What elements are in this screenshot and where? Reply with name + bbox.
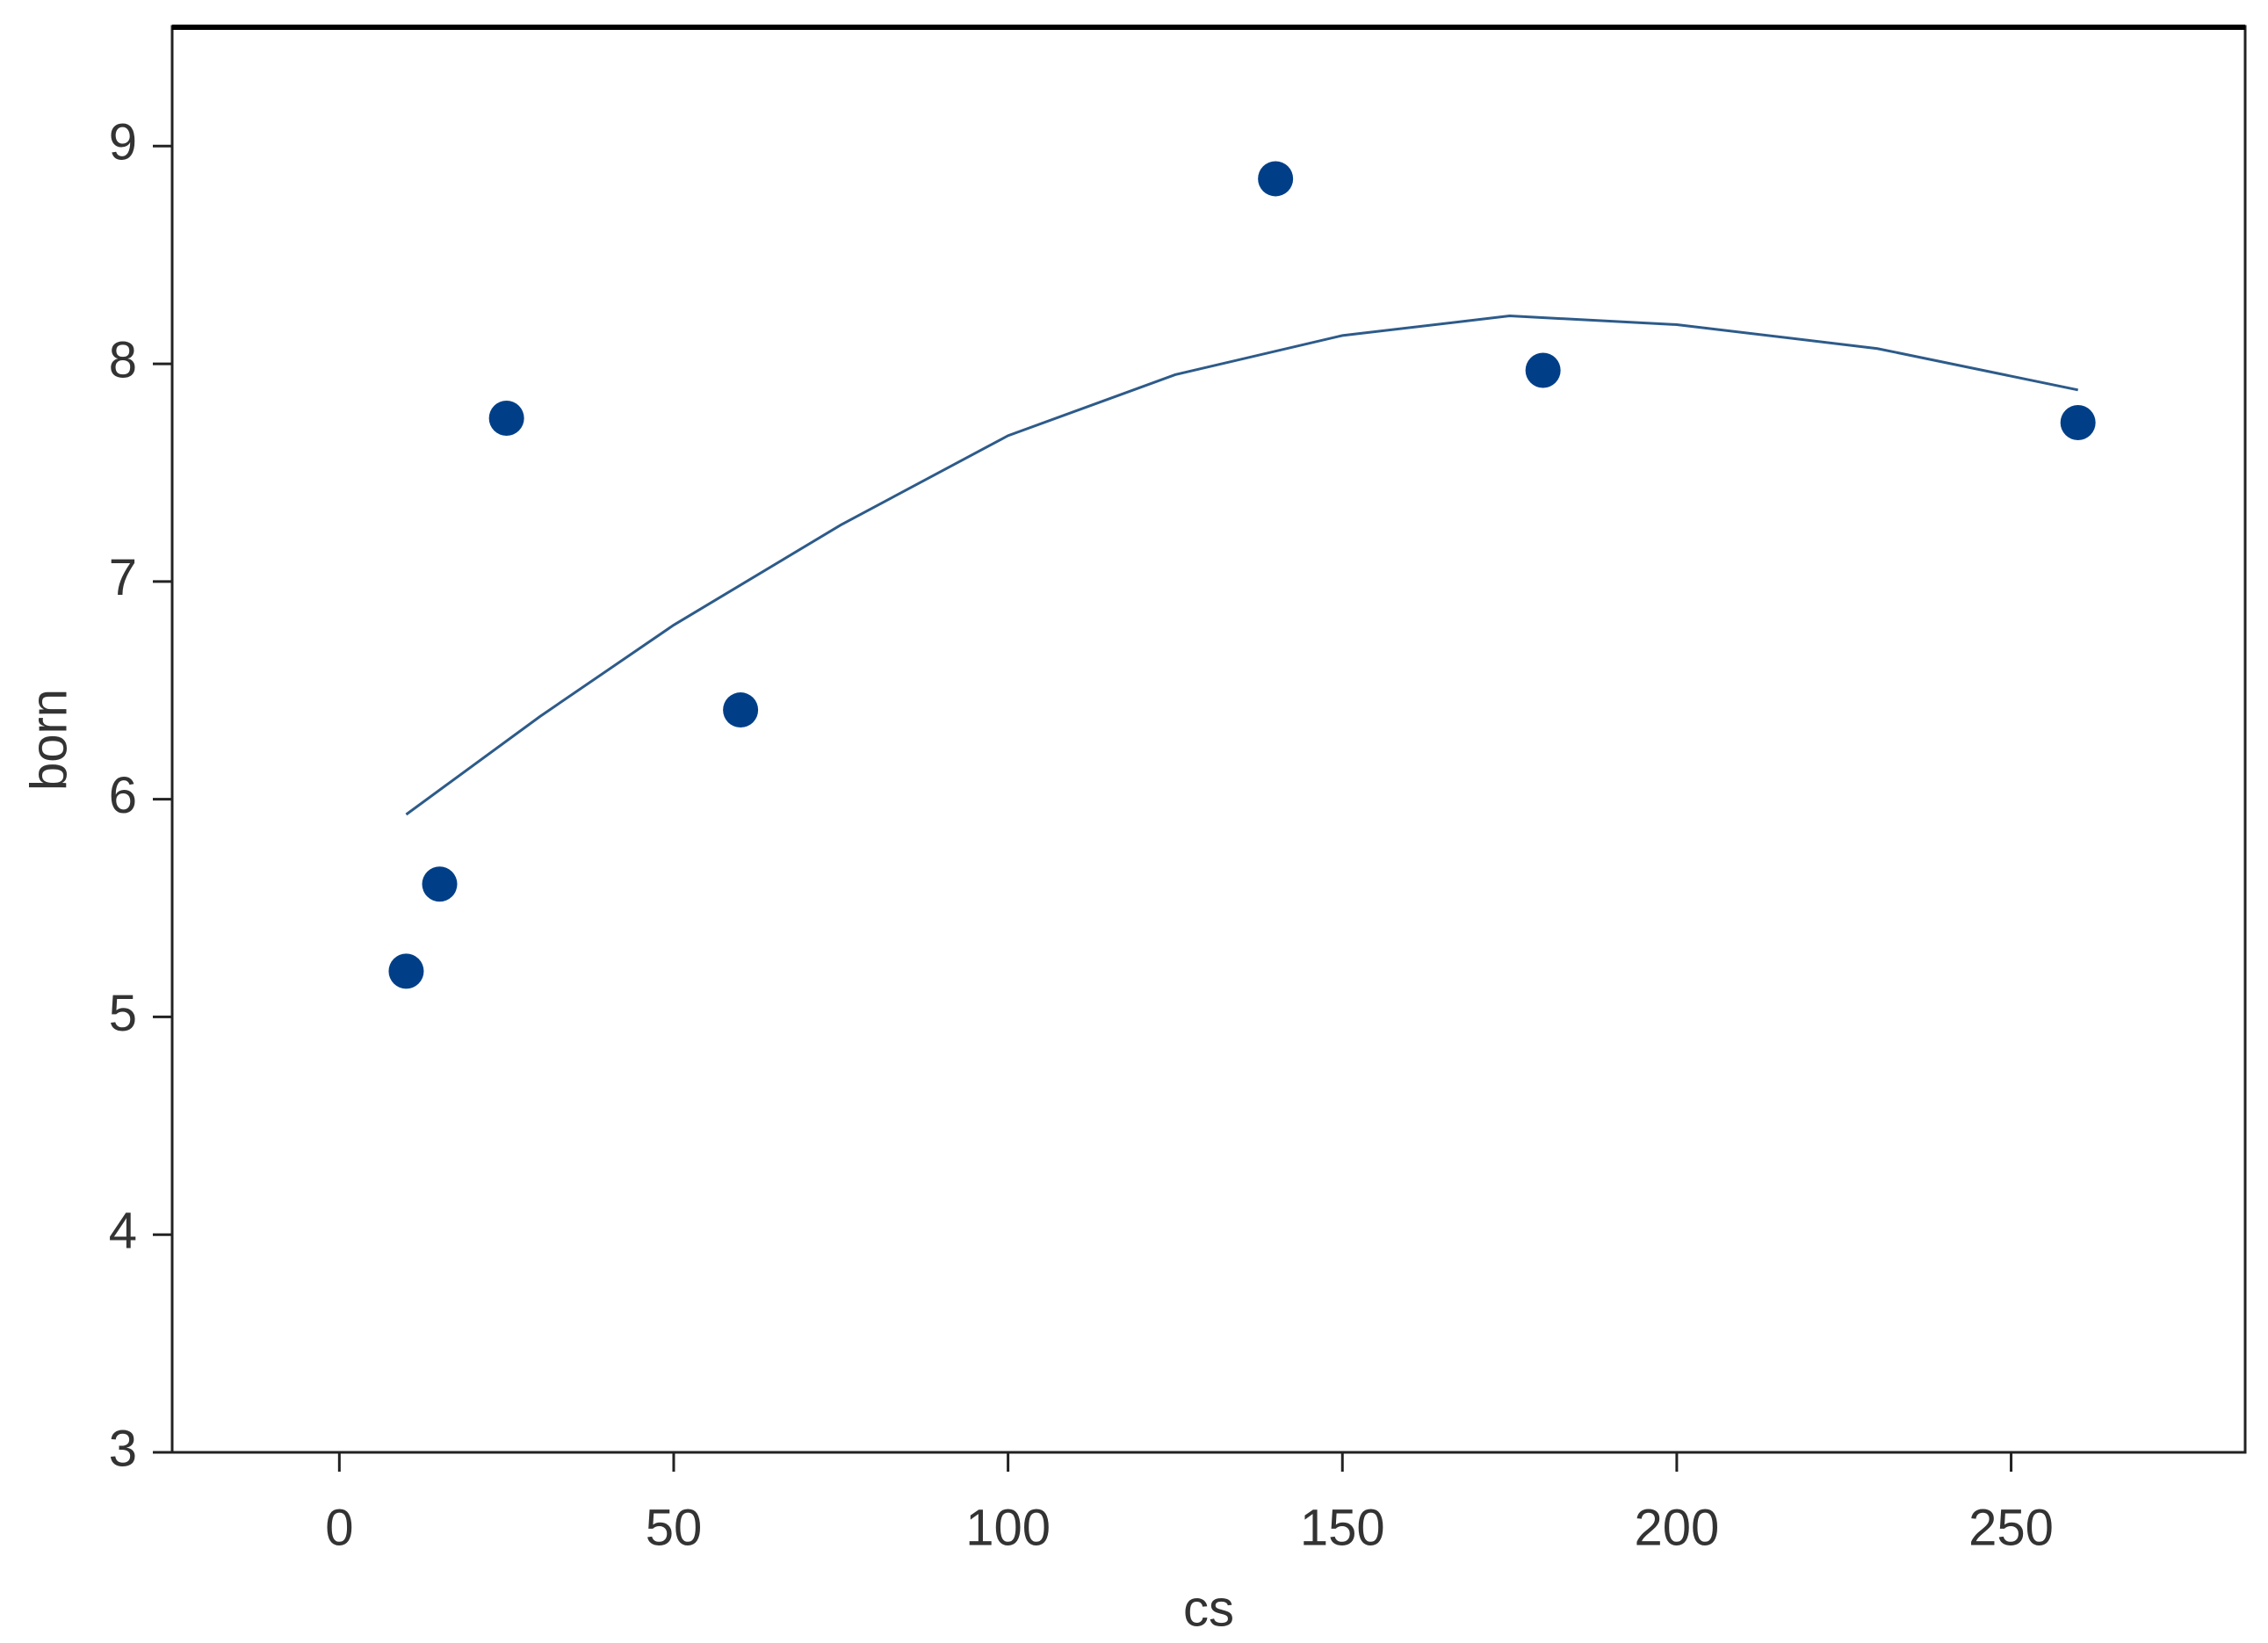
point — [723, 692, 759, 728]
x-tick-label: 50 — [646, 1499, 703, 1556]
y-tick-label: 9 — [109, 114, 137, 171]
point — [1258, 161, 1294, 197]
x-tick-label: 250 — [1968, 1499, 2054, 1556]
x-tick-label: 150 — [1300, 1499, 1385, 1556]
y-tick-label: 8 — [109, 331, 137, 388]
fit-line — [405, 315, 2078, 816]
y-tick-label: 3 — [109, 1420, 137, 1477]
plot-frame — [170, 25, 2247, 1454]
y-tick-label: 7 — [109, 549, 137, 606]
point — [388, 953, 424, 989]
point — [1525, 352, 1561, 388]
point — [422, 866, 458, 902]
y-tick-label: 4 — [109, 1203, 137, 1260]
y-axis-label: born — [20, 689, 77, 791]
x-tick-label: 100 — [965, 1499, 1051, 1556]
y-tick-label: 5 — [109, 985, 137, 1042]
point — [488, 401, 524, 437]
x-tick-label: 0 — [325, 1499, 353, 1556]
y-tick-label: 6 — [109, 767, 137, 824]
x-tick-label: 200 — [1635, 1499, 1720, 1556]
point — [2060, 404, 2096, 440]
x-axis-label: cs — [1183, 1580, 1234, 1637]
